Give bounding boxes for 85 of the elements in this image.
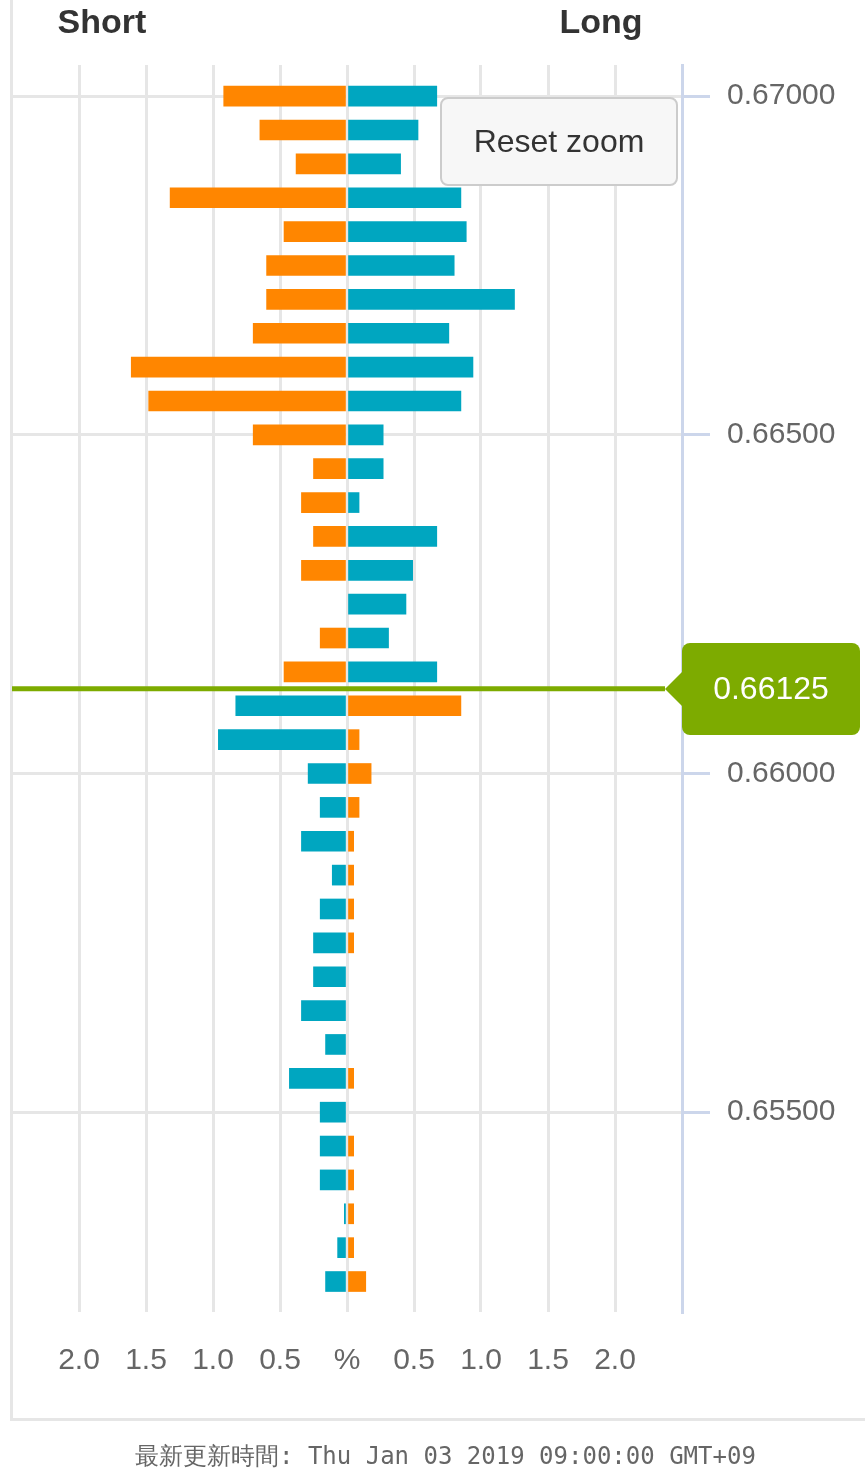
- bar: [348, 322, 450, 344]
- bar: [313, 966, 346, 988]
- bar: [319, 1169, 346, 1191]
- bar: [259, 119, 346, 141]
- y-tick-label: 0.66500: [727, 416, 836, 450]
- text: 最新更新時間: Thu Jan 03 2019 09:00:00 GMT+09: [135, 1442, 756, 1471]
- x-tick-label: 1.0: [460, 1342, 502, 1376]
- bar: [283, 661, 346, 683]
- x-tick-label: 0.5: [259, 1342, 301, 1376]
- bar: [348, 797, 360, 818]
- bar: [319, 797, 346, 818]
- bar: [337, 1237, 346, 1258]
- bar: [325, 1034, 346, 1055]
- bar: [148, 390, 346, 412]
- bar: [319, 1135, 346, 1157]
- bar: [348, 661, 438, 683]
- annotation: Reset zoom: [473, 123, 645, 160]
- bar: [319, 627, 346, 649]
- ref-line-label: 0.66125: [713, 670, 829, 708]
- bar: [348, 1067, 355, 1089]
- bar: [313, 458, 346, 480]
- bar: [348, 255, 455, 276]
- bar: [218, 729, 346, 750]
- bar: [348, 526, 438, 547]
- bar: [252, 322, 346, 344]
- x-tick-label: 1.5: [527, 1342, 569, 1376]
- bar: [348, 1169, 355, 1191]
- bar: [348, 1135, 355, 1157]
- bar: [348, 390, 462, 412]
- y-tick-label: 0.66000: [727, 754, 836, 788]
- bar: [283, 221, 346, 242]
- bar: [319, 1101, 346, 1123]
- text: Short: [57, 2, 147, 41]
- bar: [348, 492, 360, 513]
- bar: [325, 1271, 346, 1292]
- x-tick-label: 0.5: [393, 1342, 435, 1376]
- x-tick-label: 2.0: [58, 1342, 100, 1376]
- bar: [235, 695, 346, 717]
- bar: [348, 424, 384, 446]
- bar: [301, 830, 346, 852]
- bar: [313, 932, 346, 954]
- x-tick-label: %: [333, 1342, 361, 1376]
- bar: [348, 695, 462, 717]
- x-tick-label: 1.5: [125, 1342, 167, 1376]
- y-tick-label: 0.67000: [727, 77, 836, 111]
- bar: [348, 458, 384, 480]
- bar: [289, 1067, 346, 1089]
- bar: [130, 356, 346, 378]
- x-tick-label: 2.0: [594, 1342, 636, 1376]
- reset-zoom-button[interactable]: Reset zoom: [440, 97, 678, 186]
- bar: [319, 898, 346, 920]
- bar: [295, 153, 346, 175]
- bar: [348, 932, 355, 954]
- bar: [348, 763, 372, 784]
- bar: [348, 593, 407, 615]
- bar: [301, 492, 346, 513]
- bar: [348, 119, 419, 141]
- bar: [348, 830, 355, 852]
- bar: [348, 864, 355, 886]
- bar: [331, 864, 346, 886]
- bar: [348, 85, 438, 107]
- bar: [348, 153, 401, 175]
- bar: [252, 424, 346, 446]
- bar: [223, 85, 346, 107]
- bar: [348, 729, 360, 750]
- bar: [266, 255, 346, 276]
- x-tick-label: 1.0: [192, 1342, 234, 1376]
- bar: [348, 627, 389, 649]
- bar: [348, 356, 474, 378]
- bar: [348, 289, 515, 310]
- bar: [301, 559, 346, 581]
- bar: [313, 526, 346, 547]
- bar: [348, 187, 462, 209]
- bar: [348, 1271, 367, 1292]
- bar: [301, 1000, 346, 1021]
- bar: [348, 1203, 355, 1225]
- bar: [348, 559, 413, 581]
- bar: [266, 289, 346, 310]
- bar: [348, 898, 355, 920]
- bar: [307, 763, 346, 784]
- y-tick-label: 0.65500: [727, 1093, 836, 1127]
- text: Long: [559, 2, 643, 41]
- bar: [348, 1237, 355, 1258]
- bar: [348, 221, 467, 242]
- bar: [169, 187, 346, 209]
